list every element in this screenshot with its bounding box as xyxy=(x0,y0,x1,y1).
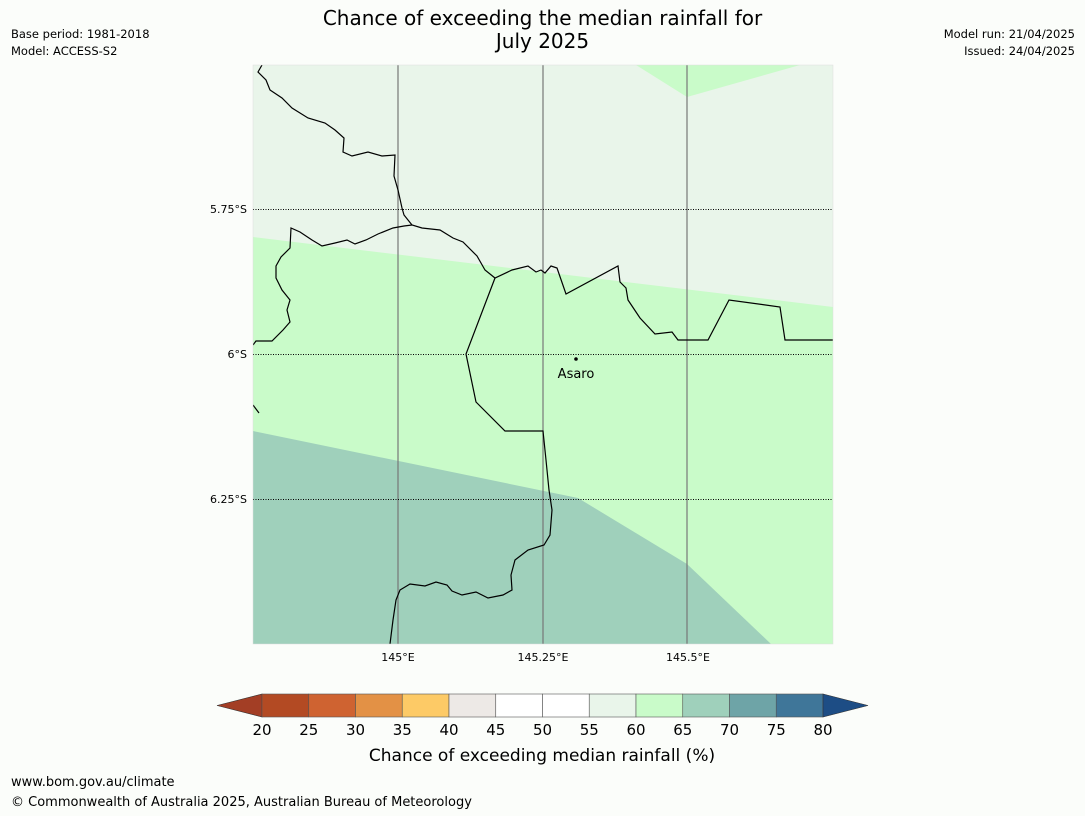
colorbar-segment xyxy=(588,693,637,718)
colorbar-segment xyxy=(308,693,356,718)
colorbar-segment xyxy=(355,693,403,718)
title-line-1: Chance of exceeding the median rainfall … xyxy=(322,6,763,30)
colorbar-segment xyxy=(542,693,590,718)
title-line-2: July 2025 xyxy=(495,29,590,53)
province-boundary xyxy=(253,404,260,414)
colorbar-tick-label: 20 xyxy=(252,721,271,739)
colorbar-tick-label: 80 xyxy=(813,721,832,739)
lat-label: 6.25°S xyxy=(210,493,247,506)
copyright-notice: © Commonwealth of Australia 2025, Austra… xyxy=(11,795,472,810)
issued-date-text: Issued: 24/04/2025 xyxy=(964,44,1075,58)
location-marker-icon xyxy=(574,357,578,361)
lon-label: 145.25°E xyxy=(518,651,569,664)
lat-label: 5.75°S xyxy=(210,203,247,216)
colorbar-tick-label: 25 xyxy=(299,721,318,739)
colorbar-tick-label: 55 xyxy=(580,721,599,739)
map-area xyxy=(253,65,833,644)
colorbar-tick-label: 50 xyxy=(533,721,552,739)
model-name-text: Model: ACCESS-S2 xyxy=(11,44,118,58)
colorbar-tick-label: 35 xyxy=(393,721,412,739)
colorbar-tick-label: 60 xyxy=(626,721,645,739)
lat-label: 6°S xyxy=(228,348,247,361)
map-title: Chance of exceeding the median rainfall … xyxy=(240,7,845,53)
colorbar-label: Chance of exceeding median rainfall (%) xyxy=(369,746,715,766)
colorbar-tick-label: 45 xyxy=(486,721,505,739)
website-link[interactable]: www.bom.gov.au/climate xyxy=(11,775,175,790)
lon-label: 145.5°E xyxy=(666,651,710,664)
place-label: Asaro xyxy=(558,367,595,382)
map-frame xyxy=(252,64,834,645)
colorbar-extend-high xyxy=(822,693,869,718)
colorbar-segment xyxy=(401,693,450,718)
colorbar-tick-label: 65 xyxy=(673,721,692,739)
province-boundary xyxy=(253,224,413,346)
colorbar-segment xyxy=(495,693,543,718)
colorbar-legend: 20 25 30 35 40 45 50 55 60 65 70 75 80 xyxy=(216,693,869,739)
colorbar-tick-label: 40 xyxy=(439,721,458,739)
lon-label: 145°E xyxy=(381,651,414,664)
province-boundary xyxy=(257,65,833,341)
issue-info: Model run: 21/04/2025 Issued: 24/04/2025 xyxy=(944,26,1075,60)
base-period-text: Base period: 1981-2018 xyxy=(11,27,150,41)
colorbar-segment xyxy=(682,693,730,718)
colorbar-segment xyxy=(448,693,497,718)
colorbar-segment xyxy=(729,693,777,718)
model-info: Base period: 1981-2018 Model: ACCESS-S2 xyxy=(11,26,150,60)
colorbar-tick-label: 30 xyxy=(346,721,365,739)
colorbar-tick-label: 75 xyxy=(767,721,786,739)
colorbar-segment xyxy=(775,693,824,718)
region-65-70 xyxy=(253,431,771,644)
region-60-65-top xyxy=(636,65,800,97)
colorbar-tick-label: 70 xyxy=(720,721,739,739)
colorbar-extend-low xyxy=(216,693,263,718)
colorbar-segment xyxy=(261,693,310,718)
province-boundary xyxy=(389,277,553,644)
colorbar-segment xyxy=(635,693,684,718)
model-run-text: Model run: 21/04/2025 xyxy=(943,27,1075,41)
